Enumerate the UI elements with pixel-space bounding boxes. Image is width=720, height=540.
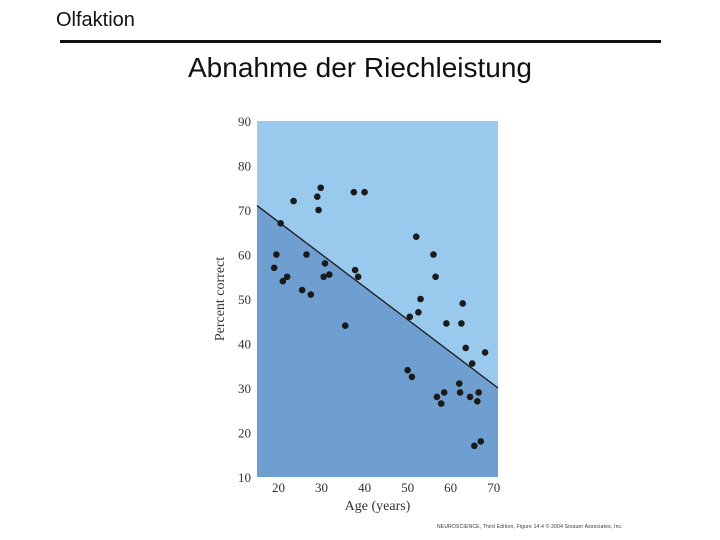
y-tick-label: 60	[238, 248, 251, 263]
x-tick-label: 60	[444, 480, 457, 495]
data-point	[321, 260, 329, 267]
x-tick-label: 70	[487, 480, 500, 495]
data-point	[456, 389, 464, 396]
data-point	[354, 273, 362, 281]
data-point	[270, 264, 278, 272]
upper-shaded-region	[257, 121, 498, 388]
data-point	[474, 398, 481, 405]
data-point	[477, 438, 485, 445]
x-tick-label: 40	[358, 480, 371, 495]
data-point	[303, 251, 310, 258]
x-axis-label: Age (years)	[345, 499, 411, 514]
slide-title: Abnahme der Riechleistung	[188, 52, 532, 83]
data-point	[326, 271, 333, 278]
data-point	[277, 220, 284, 227]
data-point	[320, 273, 328, 281]
data-point	[298, 286, 306, 294]
data-point	[315, 206, 322, 214]
figure-credit: NEUROSCIENCE, Third Edition, Figure 14.4…	[437, 524, 623, 530]
y-axis-label: Percent correct	[213, 257, 228, 341]
data-point	[307, 291, 315, 298]
slide-label: Olfaktion	[56, 9, 135, 31]
data-point	[433, 393, 441, 401]
y-tick-label: 40	[238, 337, 251, 352]
data-point	[443, 320, 450, 327]
y-tick-label: 90	[238, 114, 251, 129]
data-point	[412, 233, 420, 240]
x-tick-label: 50	[401, 480, 414, 495]
data-point	[458, 320, 465, 327]
data-point	[471, 442, 478, 450]
data-point	[361, 188, 368, 196]
data-point	[290, 197, 297, 205]
data-point	[481, 349, 489, 356]
data-point	[279, 277, 287, 285]
data-point	[432, 273, 439, 281]
data-point	[406, 313, 414, 321]
data-point	[430, 251, 437, 258]
y-tick-label: 80	[238, 159, 251, 174]
data-point	[462, 344, 470, 352]
data-point	[317, 184, 324, 192]
x-tick-label: 30	[315, 480, 328, 495]
x-tick-label: 20	[272, 480, 285, 495]
data-point	[408, 373, 416, 381]
data-point	[351, 266, 359, 274]
data-point	[273, 251, 280, 258]
data-point	[468, 360, 476, 367]
title-rule	[60, 40, 661, 43]
data-point	[350, 188, 358, 196]
trend-line	[256, 205, 499, 389]
data-point	[440, 389, 448, 396]
x-tick-labels: 20 30 40 50 60 70	[272, 480, 500, 495]
data-point	[313, 193, 321, 200]
data-point	[417, 295, 424, 303]
data-point	[437, 400, 445, 407]
y-tick-label: 20	[238, 426, 251, 441]
data-point	[455, 380, 463, 387]
y-tick-label: 50	[238, 292, 251, 307]
y-tick-labels: 10 20 30 40 50 60 70 80 90	[238, 114, 251, 485]
y-tick-label: 10	[238, 470, 251, 485]
data-point	[415, 309, 422, 316]
data-point	[283, 273, 291, 281]
y-tick-label: 70	[238, 203, 251, 218]
data-point	[341, 322, 349, 330]
lower-shaded-region	[257, 205, 498, 478]
y-tick-label: 30	[238, 381, 251, 396]
data-point	[459, 300, 467, 307]
data-points	[270, 184, 489, 450]
data-point	[404, 366, 411, 374]
data-point	[466, 393, 474, 401]
data-point	[475, 389, 482, 396]
